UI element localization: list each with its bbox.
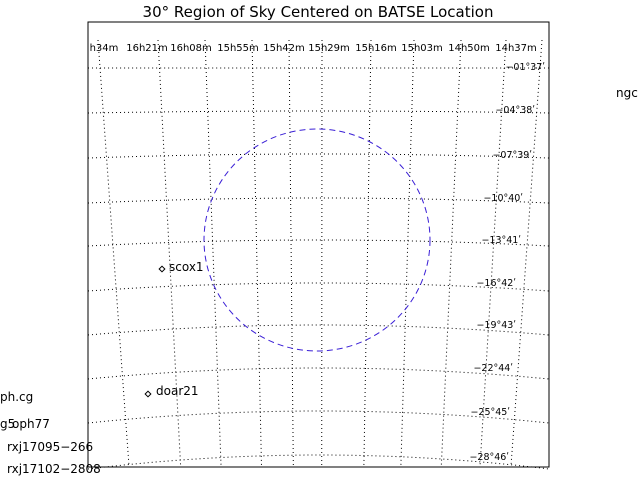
ra-gridline: [510, 39, 543, 468]
ra-gridline: [97, 39, 130, 468]
dec-gridline: [87, 153, 550, 159]
source-label-scox1: scox1: [169, 260, 204, 274]
ra-gridline: [440, 39, 462, 468]
source-label-g5: g5: [0, 417, 15, 431]
dec-tick-label: −01°37ʹ: [505, 62, 545, 73]
source-label-rxj17095: rxj17095−266: [7, 440, 93, 454]
dec-tick-label: −07°39ʹ: [492, 150, 532, 161]
dec-tick-label: −19°43ʹ: [476, 320, 516, 331]
ra-axis-labels: h34m 16h21m 16h08m 15h55m 15h42m 15h29m 15h16m…: [90, 43, 537, 54]
dec-tick-label: −16°42ʹ: [476, 278, 516, 289]
batse-error-circle: [203, 128, 431, 352]
ra-tick-label: 15h03m: [401, 43, 443, 54]
ra-gridline: [288, 39, 294, 468]
ra-tick-label: 16h08m: [170, 43, 212, 54]
dec-gridline: [87, 110, 550, 114]
ra-tick-label: 15h42m: [263, 43, 305, 54]
source-label-ngc: ngc: [616, 86, 638, 100]
source-marker-doar21: [144, 390, 152, 398]
source-label-rxj17102: rxj17102−2808: [7, 462, 101, 476]
chart-title: 30° Region of Sky Centered on BATSE Loca…: [143, 3, 494, 21]
dec-tick-label: −10°40ʹ: [483, 193, 523, 204]
ra-tick-label: 14h37m: [495, 43, 537, 54]
coordinate-grid: [87, 39, 550, 470]
ra-gridline: [363, 39, 372, 468]
ra-gridline: [204, 39, 222, 468]
source-marker-scox1: [158, 265, 166, 273]
plot-frame: [87, 21, 550, 468]
ra-tick-label: 15h55m: [217, 43, 259, 54]
dec-axis-labels: −01°37ʹ −04°38ʹ −07°39ʹ −10°40ʹ −13°41ʹ −16°4…: [469, 62, 545, 463]
dec-tick-label: −22°44ʹ: [473, 363, 513, 374]
ra-tick-label: 15h16m: [355, 43, 397, 54]
source-label-oph77: oph77: [12, 417, 50, 431]
source-label-doar21: doar21: [156, 384, 199, 398]
ra-gridline: [479, 39, 507, 468]
ra-gridline: [157, 39, 182, 468]
dec-tick-label: −04°38ʹ: [495, 105, 535, 116]
ra-tick-label: 15h29m: [308, 43, 350, 54]
ra-tick-label: 14h50m: [448, 43, 490, 54]
dec-tick-label: −25°45ʹ: [470, 407, 510, 418]
dec-tick-label: −28°46ʹ: [469, 452, 509, 463]
dec-tick-label: −13°41ʹ: [481, 235, 521, 246]
ra-gridline: [251, 39, 263, 468]
ra-tick-label: h34m: [90, 43, 119, 54]
dec-gridline: [87, 197, 550, 204]
ra-tick-label: 16h21m: [126, 43, 168, 54]
dec-gridline: [87, 239, 550, 247]
source-label-ph-cg: ph.cg: [0, 390, 33, 404]
ra-gridline: [400, 39, 415, 468]
